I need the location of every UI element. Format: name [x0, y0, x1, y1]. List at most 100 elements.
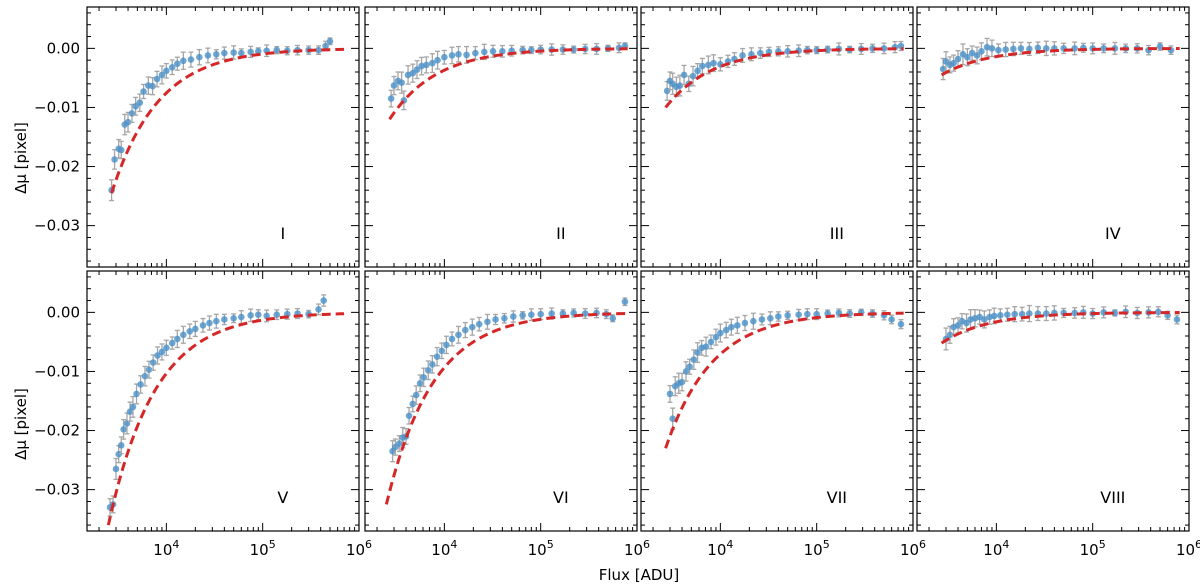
point-marker — [694, 349, 701, 356]
fit-curve — [940, 311, 1180, 345]
y-tick-label: −0.02 — [34, 422, 80, 440]
data-point — [112, 457, 120, 481]
data-point — [472, 45, 479, 61]
point-marker — [702, 343, 710, 350]
point-marker — [1017, 45, 1025, 52]
point-marker — [707, 338, 715, 346]
y-tick-label: −0.01 — [34, 362, 80, 380]
point-marker — [455, 50, 462, 58]
point-marker — [678, 378, 686, 386]
data-point — [145, 360, 153, 379]
point-marker — [767, 314, 774, 322]
point-marker — [813, 310, 820, 318]
point-marker — [221, 49, 228, 57]
data-point — [423, 56, 430, 74]
data-point — [689, 65, 697, 87]
data-point — [412, 385, 420, 405]
data-point — [315, 45, 322, 55]
data-point — [728, 318, 735, 336]
x-axis-label: Flux [ADU] — [599, 566, 679, 584]
data-point — [702, 336, 710, 357]
data-point — [390, 75, 398, 96]
data-point — [204, 47, 212, 64]
panel-frame — [916, 6, 1190, 268]
point-marker — [888, 316, 895, 323]
point-marker — [149, 359, 157, 366]
data-point — [180, 51, 187, 70]
data-point — [199, 317, 207, 333]
data-point — [1051, 305, 1058, 321]
fit-curve — [388, 47, 628, 121]
point-marker — [120, 426, 127, 433]
point-marker — [1100, 45, 1107, 52]
point-marker — [187, 56, 195, 63]
point-marker — [1002, 46, 1009, 53]
x-tick-label: 105 — [528, 538, 554, 559]
point-marker — [988, 45, 996, 52]
data-point — [813, 308, 820, 321]
panel-VIII: 104 105 106 VIII — [916, 270, 1200, 559]
data-point — [206, 315, 213, 331]
x-tick-label: 106 — [624, 538, 650, 559]
data-point — [954, 317, 962, 334]
point-marker — [699, 62, 706, 70]
data-point — [501, 312, 508, 324]
panel-VI: 104 105 106 VI — [364, 270, 650, 559]
fit-curve — [664, 311, 904, 449]
data-point — [230, 313, 237, 324]
point-marker — [682, 368, 690, 375]
data-point — [1173, 314, 1181, 325]
data-point — [438, 342, 446, 360]
data-point — [263, 44, 270, 58]
data-point — [707, 334, 715, 350]
point-marker — [158, 71, 166, 79]
data-point — [320, 294, 327, 307]
data-point — [678, 372, 686, 392]
point-marker — [741, 319, 749, 327]
point-marker — [140, 88, 147, 95]
data-point — [971, 309, 979, 328]
panel-label: I — [280, 224, 285, 243]
point-marker — [413, 66, 421, 73]
data-point — [519, 311, 526, 320]
point-marker — [1156, 43, 1164, 50]
data-point — [129, 395, 137, 418]
data-point — [462, 321, 469, 339]
point-marker — [213, 317, 220, 325]
point-marker — [609, 314, 617, 322]
x-tick-label: 106 — [1176, 538, 1200, 559]
data-point — [767, 311, 774, 326]
panel-frame — [916, 270, 1190, 532]
point-marker — [492, 316, 499, 323]
panel-III: III — [640, 6, 914, 268]
data-point — [400, 90, 408, 111]
panel-label: III — [830, 224, 844, 243]
data-point — [247, 308, 254, 323]
panel-label: VI — [553, 488, 569, 507]
point-marker — [1010, 45, 1017, 53]
point-marker — [180, 331, 187, 339]
point-marker — [950, 59, 957, 67]
point-marker — [528, 311, 535, 319]
x-tick-label: 105 — [1080, 538, 1106, 559]
data-point — [163, 62, 170, 79]
point-marker — [954, 322, 962, 329]
data-point — [398, 71, 405, 94]
point-marker — [1026, 310, 1033, 317]
data-point — [213, 49, 220, 60]
data-point — [120, 418, 127, 440]
data-point — [230, 45, 237, 60]
point-marker — [472, 49, 479, 57]
point-marker — [315, 306, 322, 313]
point-marker — [995, 46, 1002, 54]
data-point — [976, 309, 983, 325]
data-point — [153, 70, 161, 88]
point-marker — [213, 50, 220, 58]
fit-curve — [664, 47, 904, 109]
data-point — [163, 339, 170, 357]
data-point — [750, 312, 757, 330]
point-marker — [238, 313, 245, 321]
data-point — [132, 96, 139, 116]
x-tick-label: 104 — [431, 538, 457, 559]
data-point — [475, 316, 483, 332]
